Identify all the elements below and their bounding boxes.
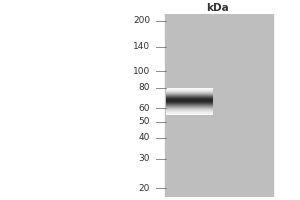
Text: 20: 20 — [139, 184, 150, 193]
Text: 60: 60 — [139, 104, 150, 113]
Text: 40: 40 — [139, 133, 150, 142]
Text: 200: 200 — [133, 16, 150, 25]
Text: 100: 100 — [133, 67, 150, 76]
Text: 30: 30 — [139, 154, 150, 163]
Text: 140: 140 — [133, 42, 150, 51]
Text: kDa: kDa — [206, 3, 229, 13]
Text: 80: 80 — [139, 83, 150, 92]
Text: 50: 50 — [139, 117, 150, 126]
